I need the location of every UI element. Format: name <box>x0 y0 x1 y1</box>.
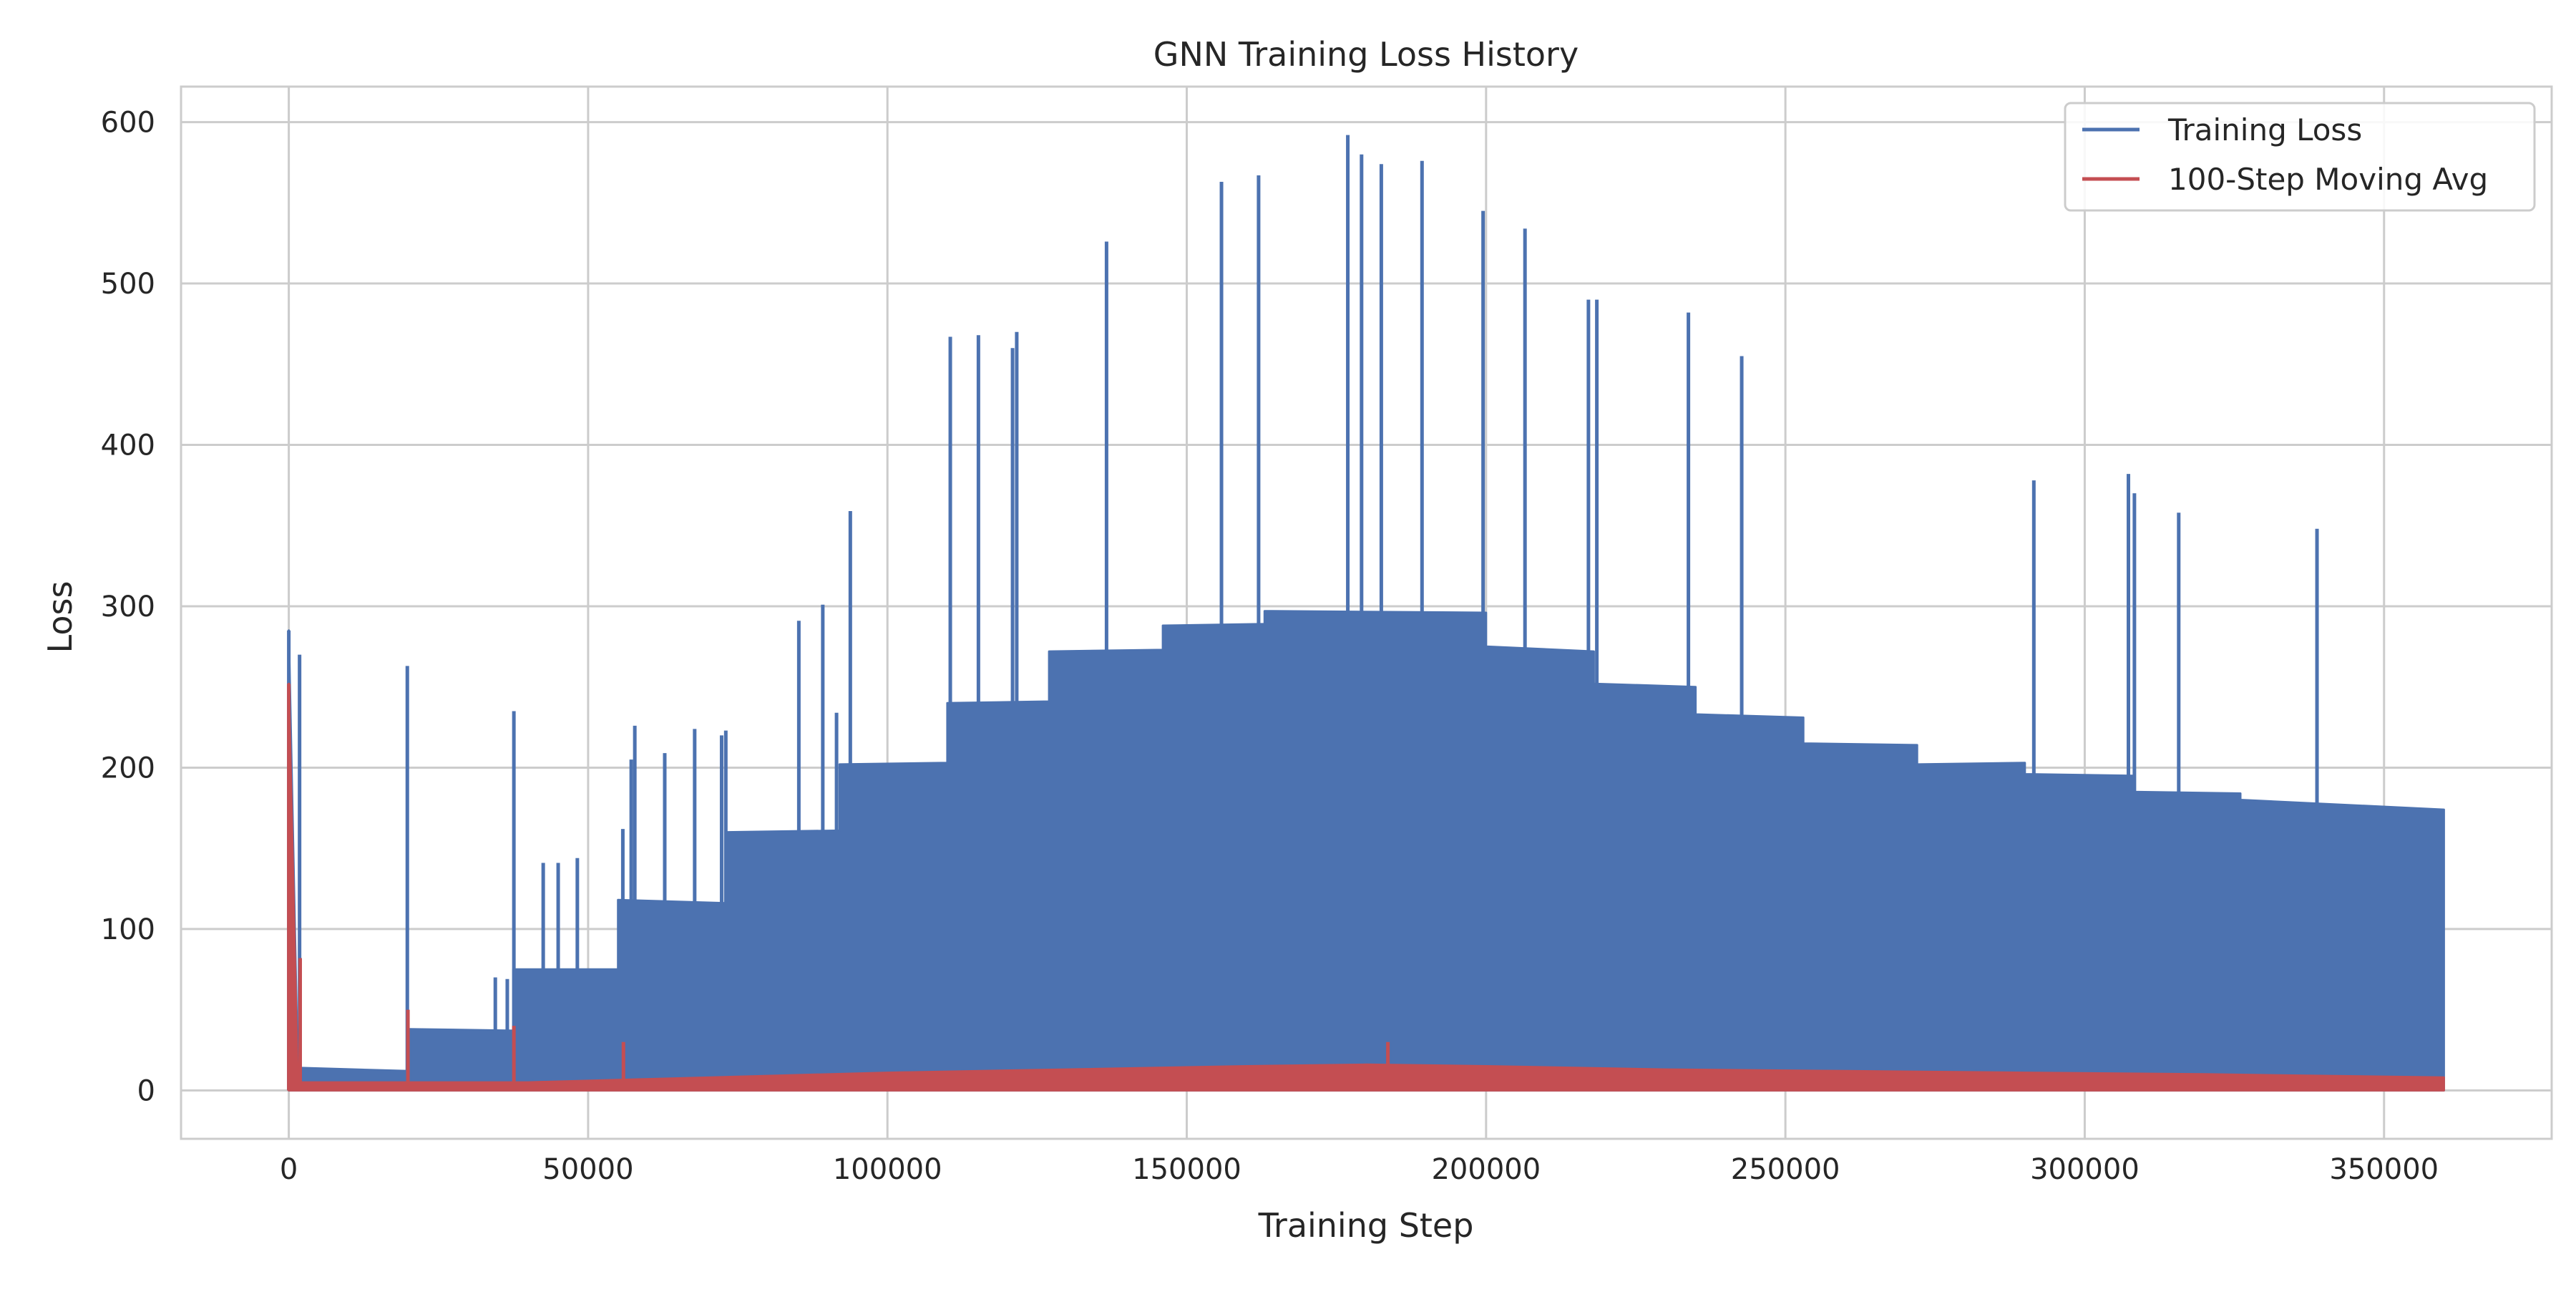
y-tick-label: 100 <box>101 913 155 946</box>
y-axis-label: Loss <box>41 581 79 654</box>
y-tick-label: 500 <box>101 268 155 301</box>
y-tick-label: 200 <box>101 752 155 785</box>
x-tick-labels: 0 50000 100000 150000 200000 250000 300000 3500… <box>280 1153 2439 1186</box>
legend-label-training-loss: Training Loss <box>2167 112 2362 147</box>
x-tick-label: 50000 <box>542 1153 633 1186</box>
y-tick-label: 0 <box>137 1074 155 1107</box>
legend: Training Loss 100-Step Moving Avg <box>2064 102 2536 212</box>
x-tick-label: 200000 <box>1431 1153 1541 1186</box>
series-layer <box>287 135 2445 1092</box>
series-training-loss <box>287 135 2445 1092</box>
x-tick-label: 0 <box>280 1153 298 1186</box>
series-band <box>288 682 2445 1092</box>
y-tick-labels: 0 100 200 300 400 500 600 <box>101 107 155 1108</box>
y-tick-label: 600 <box>101 107 155 140</box>
x-tick-label: 300000 <box>2030 1153 2140 1186</box>
y-tick-label: 300 <box>101 591 155 623</box>
x-tick-label: 250000 <box>1731 1153 1840 1186</box>
legend-label-moving-avg: 100-Step Moving Avg <box>2168 162 2488 197</box>
x-tick-label: 100000 <box>833 1153 942 1186</box>
series-moving-avg <box>287 682 2445 1092</box>
legend-box <box>2064 102 2536 212</box>
chart-title: GNN Training Loss History <box>1153 35 1579 74</box>
x-tick-label: 350000 <box>2329 1153 2439 1186</box>
y-tick-label: 400 <box>101 429 155 462</box>
x-tick-label: 150000 <box>1132 1153 1241 1186</box>
x-axis-label: Training Step <box>1258 1206 1474 1245</box>
plot-frame <box>180 85 2553 1140</box>
